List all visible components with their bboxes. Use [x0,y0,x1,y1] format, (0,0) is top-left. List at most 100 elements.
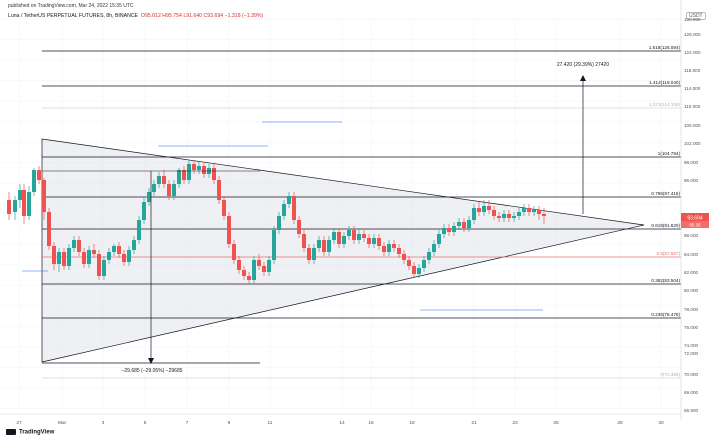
candle [507,210,511,222]
price-tick-label: 106.000 [684,123,701,128]
svg-text:93.694: 93.694 [687,216,703,222]
candle [157,172,161,188]
candle [72,236,76,252]
candle [407,256,411,270]
price-axis[interactable]: 130.000 126.000 122.000 118.000 114.000 110.0… [680,0,701,420]
fib-label: 1.272(114.108) [649,102,680,107]
candle [467,216,471,232]
candle [132,236,136,254]
fib-label: 1(104.784) [658,151,681,156]
tradingview-icon [6,429,16,435]
candle [392,240,396,252]
candle [422,256,426,272]
grid [0,18,681,412]
tradingview-logo[interactable]: TradingView [6,429,54,436]
candle [327,236,331,256]
time-axis[interactable]: 27 Mar 3 5 7 9 11 14 16 18 21 23 25 28 30 [0,413,681,426]
time-tick-label: 5 [144,420,147,426]
candle [22,184,26,224]
candle [312,244,316,264]
candle [427,248,431,264]
candle [62,248,66,270]
candle [127,246,131,266]
measure-up-label: 27.420 (29.39%) 27420 [557,62,609,68]
candle [77,236,81,256]
price-tick-label: 84.000 [684,252,698,257]
fib-label: 0.236(78.476) [651,312,680,317]
fib-label: 0.5(87.567) [657,251,681,256]
symbol-title: Luna / TetherUS PERPETUAL FUTURES, 8h, B… [8,13,139,19]
candle [202,162,206,178]
candle [197,162,201,174]
candle [67,244,71,270]
candle [317,236,321,252]
candle [517,208,521,220]
time-tick-label: 9 [228,420,231,426]
candle [472,204,476,224]
candle [257,254,261,270]
currency-badge[interactable]: USDT [686,12,706,20]
price-tick-label: 114.000 [684,86,701,91]
candle [262,262,266,276]
candle [477,202,481,216]
fib-label: 0.786(97.415) [651,191,680,196]
candle [13,196,17,220]
candle [352,226,356,244]
candle [292,192,296,224]
candle [27,186,31,220]
candle [217,176,221,204]
candle [342,232,346,248]
price-tick-label: 78.000 [684,307,698,312]
candle [432,240,436,256]
candle [117,242,121,258]
candle [252,256,256,284]
candle [82,248,86,268]
price-tick-label: 122.000 [684,50,701,55]
candle [447,224,451,236]
ohlc-readout: O95.012 H95.754 L91.640 C93.694 −1.318 (… [140,13,264,19]
candle [182,166,186,184]
candle [417,264,421,278]
candles [7,160,546,284]
time-tick-label: Mar [58,420,67,426]
published-note: published on TradingView.com, Mar 24, 20… [8,3,134,9]
candle [457,218,461,230]
candle [367,234,371,248]
candle [152,180,156,196]
candle [212,164,216,184]
fib-label: 0(70.356) [660,372,680,377]
candle [187,160,191,184]
candle [247,272,251,284]
candle [177,168,181,188]
candle [162,170,166,188]
candle [462,218,466,232]
time-tick-label: 21 [471,420,477,426]
candle [522,204,526,216]
candle [382,242,386,256]
candle [412,262,416,278]
time-tick-label: 25 [553,420,559,426]
price-tick-label: 74.000 [684,343,698,348]
candle [137,216,141,244]
candle [492,206,496,220]
candle [497,212,501,222]
brand-label: TradingView [19,429,55,436]
candle [287,192,291,208]
price-tick-label: 102.000 [684,141,701,146]
price-tick-label: 70.000 [684,372,698,377]
measure-up-tool: 27.420 (29.39%) 27420 [557,62,609,214]
candle [18,184,22,208]
candle [297,216,301,238]
price-tick-label: 88.000 [684,233,698,238]
candle [232,240,236,264]
candle [362,230,366,242]
time-tick-label: 27 [16,420,22,426]
candle [387,240,391,256]
candle [397,244,401,258]
price-tick-label: 118.000 [684,68,701,73]
price-tick-label: 80.000 [684,288,698,293]
fib-label: 1.618(126.084) [649,45,681,50]
candle [332,228,336,244]
candle [42,178,46,220]
